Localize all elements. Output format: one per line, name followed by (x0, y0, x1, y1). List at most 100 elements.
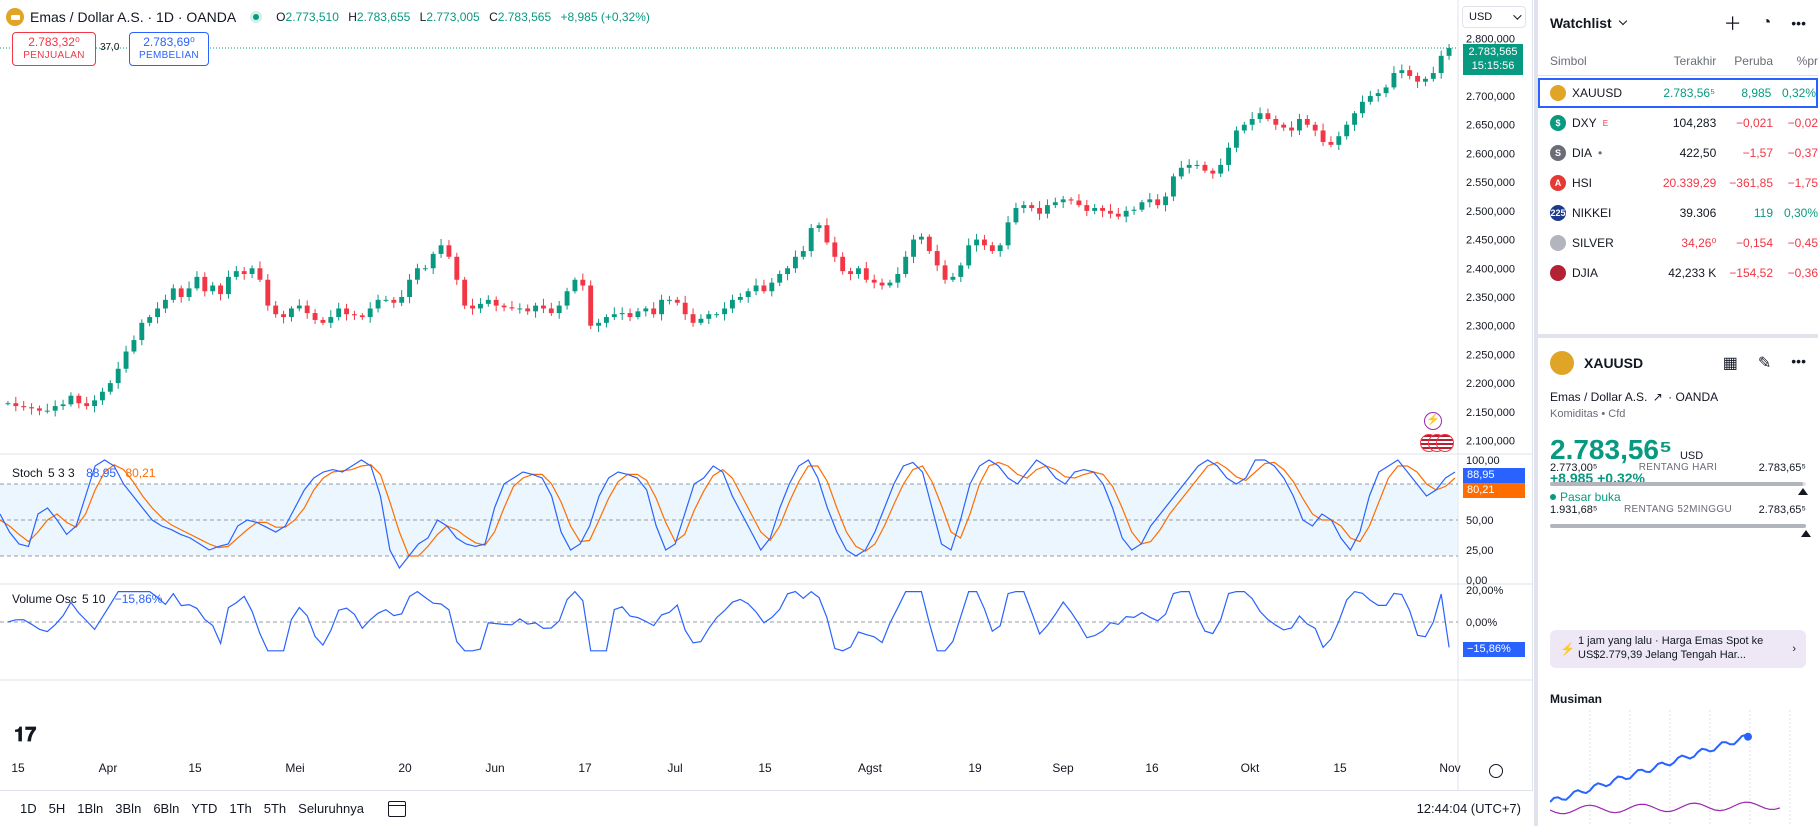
watchlist-row-nikkei[interactable]: 225 NIKKEI 39.306 119 0,30% (1538, 198, 1818, 228)
candle (1052, 197, 1058, 208)
candle-body (1194, 164, 1200, 166)
candle-body (1044, 205, 1050, 214)
chart-title[interactable]: Emas / Dollar A.S. · 1D · OANDA (30, 9, 237, 25)
candle (304, 300, 310, 319)
candle (981, 234, 987, 250)
volume-osc-legend[interactable]: Volume Osc 5 10 −15,86% (12, 592, 162, 606)
candle-body (367, 308, 373, 318)
market-status: Pasar buka (1538, 490, 1818, 504)
candle-body (233, 271, 239, 277)
candle (462, 276, 468, 310)
candle (832, 236, 838, 262)
column-change-percent[interactable]: %pr (1796, 53, 1818, 68)
watchlist-row-dia[interactable]: S DIA • 422,50 −1,57 −0,37 (1538, 138, 1818, 168)
timeframe-1d[interactable]: 1D (20, 801, 37, 816)
timeframe-3m[interactable]: 3Bln (115, 801, 142, 816)
timeframe-all[interactable]: Seluruhnya (298, 801, 364, 816)
candle-body (1202, 164, 1208, 171)
watchlist-last: 104,283 (1672, 116, 1717, 130)
external-link-icon[interactable]: ↗ (1652, 390, 1663, 404)
us-flag-event-icon-3[interactable] (1436, 434, 1454, 452)
buy-button[interactable]: 2.783,69⁰ PEMBELIAN (129, 32, 209, 66)
timeframe-ytd[interactable]: YTD (191, 801, 218, 816)
tradingview-logo-icon[interactable]: 𝟏𝟕 (14, 724, 37, 746)
sell-button[interactable]: 2.783,32⁰ PENJUALAN (12, 32, 96, 66)
currency-select[interactable]: USD (1462, 6, 1526, 28)
watchlist-symbol: DJIA (1550, 265, 1644, 281)
column-symbol[interactable]: Simbol (1550, 53, 1587, 68)
candle (1415, 72, 1421, 88)
candle (1296, 113, 1302, 136)
candle (407, 274, 413, 304)
candle (288, 306, 294, 322)
candle (918, 233, 924, 245)
candle (60, 399, 66, 411)
watchlist-row-silver[interactable]: SILVER 34,26⁰ −0,154 −0,45 (1538, 228, 1818, 258)
watchlist-column-headers: Simbol Terakhir Peruba %pr (1538, 46, 1818, 76)
day-range-marker-icon (1798, 488, 1809, 495)
candle (178, 285, 184, 303)
seasonal-title: Musiman (1550, 692, 1603, 706)
news-card[interactable]: ⚡ 1 jam yang lalu · Harga Emas Spot ke U… (1550, 630, 1806, 668)
detail-price: 2.783,56⁵ USD (1538, 434, 1818, 466)
candle-body (1186, 164, 1192, 168)
timeframe-5d[interactable]: 5H (48, 801, 66, 816)
detail-symbol[interactable]: XAUUSD (1584, 355, 1644, 371)
more-options-icon[interactable]: ••• (1791, 353, 1806, 369)
candle-body (344, 308, 350, 315)
timeframe-5y[interactable]: 5Th (263, 801, 287, 816)
candle-body (1328, 141, 1334, 145)
date-range-icon[interactable] (387, 800, 406, 817)
stoch-legend[interactable]: Stoch 5 3 3 88,95 80,21 (12, 466, 155, 480)
symbol-logo-icon (1550, 235, 1566, 251)
watchlist-title[interactable]: Watchlist (1550, 15, 1612, 31)
candle-body (210, 285, 216, 292)
timeframe-1m[interactable]: 1Bln (77, 801, 104, 816)
candle-body (745, 291, 751, 297)
watchlist-row-hsi[interactable]: A HSI 20.339,29 −361,85 −1,75 (1538, 168, 1818, 198)
market-status-text: Pasar buka (1560, 490, 1621, 504)
chart-area[interactable]: 2.800,0002.750,0002.700,0002.650,0002.60… (0, 0, 1533, 790)
candle-body (572, 279, 578, 292)
column-last[interactable]: Terakhir (1673, 53, 1717, 68)
clock[interactable]: 12:44:04 (UTC+7) (1416, 801, 1521, 816)
buy-label: PEMBELIAN (139, 50, 199, 61)
candle-body (92, 400, 98, 407)
chart-settings-icon[interactable] (1489, 764, 1503, 778)
candle (493, 296, 499, 312)
grid-layout-icon[interactable]: ▦ (1722, 355, 1738, 372)
stoch-d-tag: 80,21 (1463, 483, 1525, 498)
candle-body (635, 311, 641, 318)
timeframe-1y[interactable]: 1Th (229, 801, 252, 816)
spread-value: 37,0 (100, 42, 120, 53)
candle (1044, 199, 1050, 219)
candle (1407, 65, 1413, 80)
seasonal-chart[interactable] (1550, 710, 1806, 826)
watchlist-row-xauusd[interactable]: XAUUSD 2.783,56⁵ 8,985 0,32% (1538, 78, 1818, 108)
candle (115, 361, 121, 389)
watchlist-row-djia[interactable]: DJIA 42,233 K −154,52 −0,36 (1538, 258, 1818, 288)
more-options-icon[interactable]: ••• (1791, 15, 1806, 31)
advanced-view-icon[interactable]: ◔ (1761, 14, 1772, 31)
add-symbol-icon[interactable]: ＋ (1723, 14, 1742, 34)
chevron-down-icon[interactable] (1618, 16, 1627, 26)
candle (785, 265, 791, 281)
edit-icon[interactable]: ✎ (1757, 355, 1772, 372)
time-axis-label: Sep (1052, 761, 1074, 775)
chevron-down-icon (1513, 11, 1522, 20)
candle (5, 400, 11, 406)
candle-body (1273, 118, 1279, 125)
price-axis-label: 2.100,000 (1466, 436, 1515, 448)
timeframe-6m[interactable]: 6Bln (153, 801, 180, 816)
column-change[interactable]: Peruba (1734, 53, 1773, 68)
watchlist-row-dxy[interactable]: $ DXY E 104,283 −0,021 −0,02 (1538, 108, 1818, 138)
lightning-event-icon[interactable]: ⚡ (1424, 412, 1442, 430)
candle-body (1359, 101, 1365, 114)
candle (202, 272, 208, 297)
watchlist-change: 8,985 (1741, 86, 1772, 100)
detail-price-value: 2.783,56⁵ (1550, 434, 1673, 465)
candle-body (800, 251, 806, 257)
candle-body (1218, 164, 1224, 174)
watchlist-change: −154,52 (1729, 266, 1773, 280)
chart-canvas[interactable]: 2.800,0002.750,0002.700,0002.650,0002.60… (0, 0, 1533, 790)
